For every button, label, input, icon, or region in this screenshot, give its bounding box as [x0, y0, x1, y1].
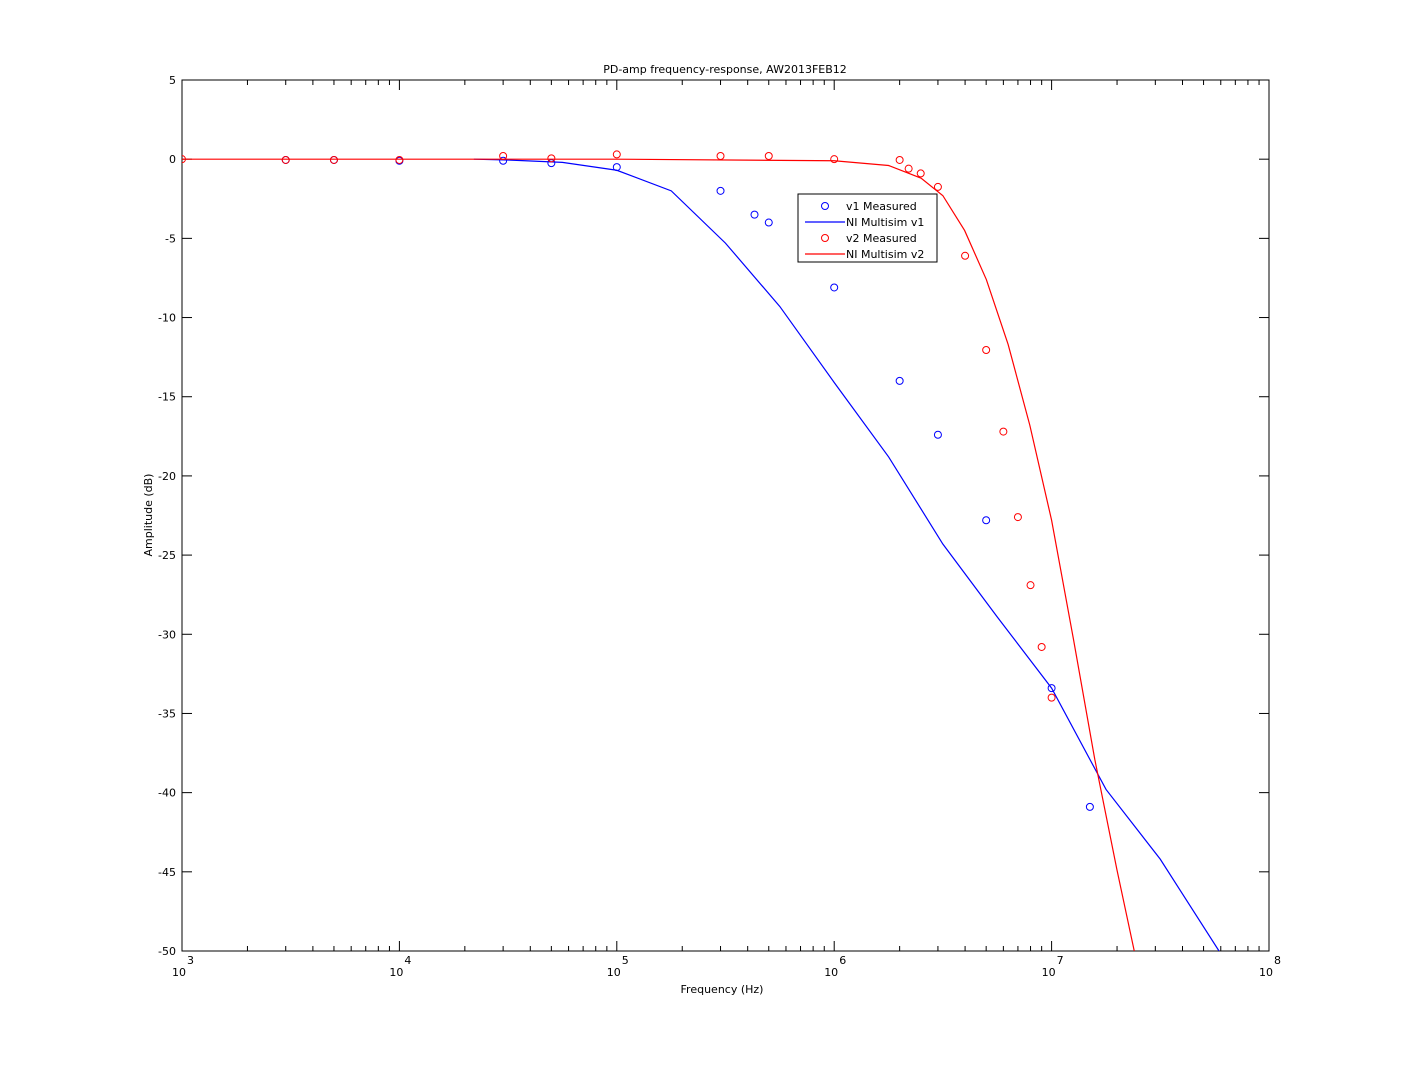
x-tick-label: 10 [607, 966, 621, 979]
legend-label: NI Multisim v2 [846, 248, 924, 261]
legend-label: v1 Measured [846, 200, 917, 213]
data-line [473, 158, 1220, 951]
chart-title: PD-amp frequency-response, AW2013FEB12 [603, 63, 847, 76]
data-point [395, 155, 404, 164]
data-point [830, 283, 839, 292]
y-tick-label: 5 [169, 74, 176, 87]
data-line [182, 158, 1135, 951]
data-point [1047, 684, 1056, 693]
data-point [961, 251, 970, 260]
data-point [764, 218, 773, 227]
y-tick-label: 0 [169, 153, 176, 166]
x-tick-label: 10 [389, 966, 403, 979]
data-point [329, 155, 338, 164]
data-point [830, 155, 839, 164]
legend-label: v2 Measured [846, 232, 917, 245]
data-point [1085, 802, 1094, 811]
y-tick-label: -50 [158, 945, 176, 958]
x-tick-label: 10 [172, 966, 186, 979]
data-point [895, 155, 904, 164]
x-tick-exponent: 3 [187, 954, 194, 967]
x-tick-exponent: 4 [404, 954, 411, 967]
data-point [1037, 642, 1046, 651]
data-point [1047, 693, 1056, 702]
plot-area [182, 150, 1220, 951]
data-point [499, 156, 508, 165]
data-point [916, 169, 925, 178]
y-tick-label: -15 [158, 391, 176, 404]
data-point [750, 210, 759, 219]
data-point [933, 430, 942, 439]
y-tick-label: -40 [158, 787, 176, 800]
y-tick-label: -20 [158, 470, 176, 483]
data-point [281, 155, 290, 164]
y-tick-label: -35 [158, 707, 176, 720]
data-point [982, 346, 991, 355]
data-point [1013, 513, 1022, 522]
x-tick-exponent: 5 [622, 954, 629, 967]
y-tick-label: -45 [158, 866, 176, 879]
y-tick-label: -5 [165, 232, 176, 245]
x-tick-exponent: 6 [839, 954, 846, 967]
data-point [612, 150, 621, 159]
legend-marker [821, 202, 829, 210]
x-axis-label: Frequency (Hz) [681, 983, 764, 996]
legend-marker [821, 234, 829, 242]
data-point [895, 376, 904, 385]
y-tick-label: -10 [158, 312, 176, 325]
data-point [1026, 581, 1035, 590]
data-point [933, 182, 942, 191]
data-point [999, 427, 1008, 436]
data-point [904, 164, 913, 173]
legend-label: NI Multisim v1 [846, 216, 924, 229]
x-tick-exponent: 7 [1057, 954, 1064, 967]
y-axis-label: Amplitude (dB) [142, 474, 155, 557]
x-tick-exponent: 8 [1274, 954, 1281, 967]
x-tick-label: 10 [824, 966, 838, 979]
data-point [716, 186, 725, 195]
data-point [982, 516, 991, 525]
data-point [764, 152, 773, 161]
data-point [547, 154, 556, 163]
y-tick-label: -25 [158, 549, 176, 562]
plot-frame [181, 79, 1270, 952]
x-tick-label: 10 [1259, 966, 1273, 979]
y-tick-label: -30 [158, 628, 176, 641]
x-tick-label: 10 [1042, 966, 1056, 979]
